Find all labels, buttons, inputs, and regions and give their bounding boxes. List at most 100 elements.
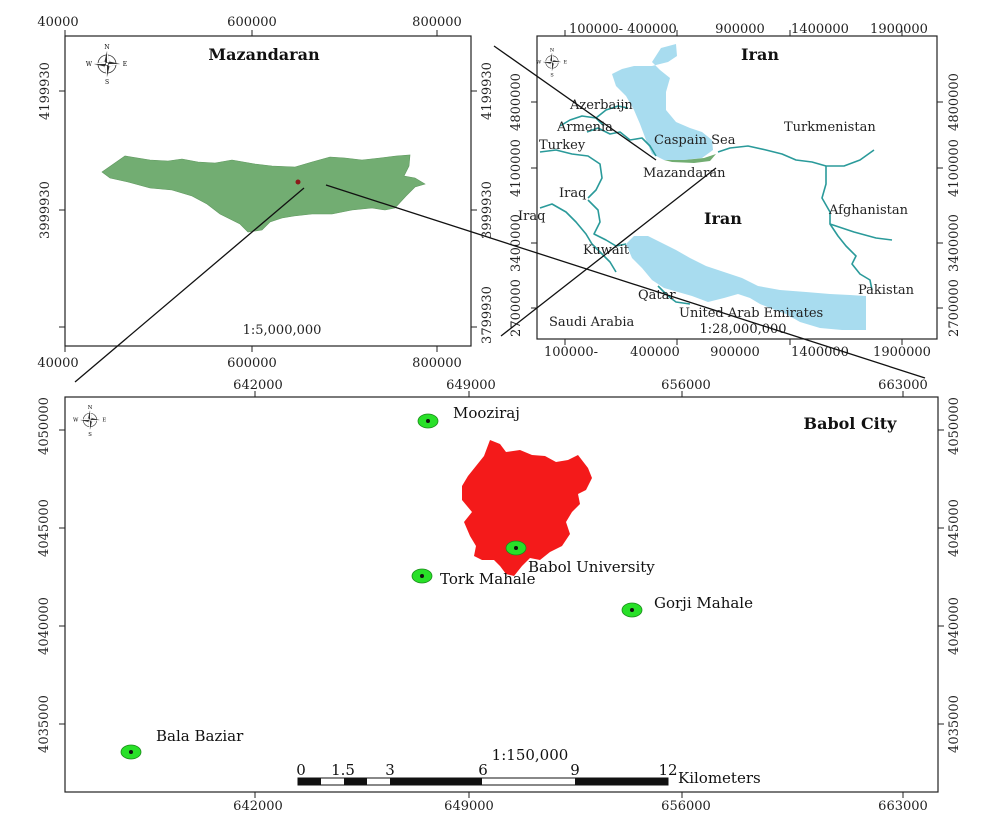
- iran-ytick-right-1: 4800000: [947, 73, 962, 131]
- scalebar-tick-4: 9: [570, 761, 580, 779]
- scale-bar: 1:150,000 0 1.5 3 6 9 12 Kilometers: [296, 746, 760, 787]
- babol-location-dot: [295, 179, 301, 185]
- border-turkey-iraq: [539, 149, 603, 199]
- babol-xtick-top-4: 663000: [878, 378, 928, 393]
- persian-gulf: [626, 236, 866, 330]
- iran-xtick-top-4: 1400000: [791, 22, 849, 37]
- iran-ytick-right-3: 3400000: [947, 214, 962, 272]
- border-armenia: [559, 115, 605, 127]
- connector-babol-right: [325, 184, 926, 379]
- babol-ytick-right-3: 4040000: [947, 597, 962, 655]
- babol-compass-w: W: [73, 418, 79, 424]
- place-babol-university: Babol University: [528, 558, 655, 576]
- border-iraq-syria: [539, 203, 593, 245]
- scalebar-tick-2: 3: [385, 761, 395, 779]
- iran-ytick-left-4: 2700000: [509, 279, 524, 337]
- place-mooziraj: Mooziraj: [453, 404, 520, 422]
- mazandaran-xtick-bottom-2: 600000: [227, 356, 277, 371]
- label-qatar: Qatar: [638, 288, 676, 303]
- label-kuwait: Kuwait: [583, 243, 630, 258]
- label-afghanistan: Afghanistan: [828, 203, 909, 218]
- iran-ytick-right-2: 4100000: [947, 139, 962, 197]
- label-turkmenistan: Turkmenistan: [784, 120, 876, 135]
- border-iran-north-west: [586, 127, 657, 157]
- connector-iran-to-mazandaran: [493, 45, 657, 161]
- iran-title: Iran: [741, 45, 779, 64]
- compass-s: S: [105, 79, 109, 86]
- place-bala-baziar: Bala Baziar: [156, 727, 244, 745]
- mazandaran-panel: 40000 600000 800000 40000 600000 800000 …: [37, 15, 495, 371]
- iran-compass-e: E: [564, 59, 568, 65]
- iran-xtick-top-2: 400000: [627, 22, 677, 37]
- iran-xtick-bottom-5: 1900000: [873, 345, 931, 360]
- border-iran-afghanistan: [821, 166, 873, 291]
- label-uae: United Arab Emirates: [679, 306, 823, 321]
- mazandaran-xtick-bottom-1: 40000: [37, 356, 78, 371]
- iran-mazandaran-highlight: [656, 154, 716, 163]
- label-iran-center: Iran: [704, 209, 742, 228]
- mazandaran-ytick-left-2: 3999930: [38, 181, 53, 239]
- iran-ytick-left-1: 4800000: [509, 73, 524, 131]
- label-armenia: Armenia: [556, 120, 613, 135]
- caspian-sea: [612, 44, 713, 160]
- compass-rose-icon: N S E W: [86, 44, 127, 86]
- babol-panel: 642000 649000 656000 663000 642000 64900…: [37, 378, 962, 814]
- mazandaran-xtick-top-3: 800000: [412, 15, 462, 30]
- iran-xtick-bottom-3: 900000: [710, 345, 760, 360]
- iran-panel: 100000- 400000 900000 1400000 1900000 10…: [509, 22, 962, 360]
- compass-n: N: [104, 44, 109, 51]
- compass-rose-icon: N S E W: [73, 405, 106, 438]
- connector-babol-left: [74, 187, 305, 383]
- label-caspian: Caspain Sea: [654, 133, 736, 148]
- scalebar-tick-1: 1.5: [331, 761, 355, 779]
- mazandaran-xtick-top-1: 40000: [37, 15, 78, 30]
- scalebar-tick-5: 12: [658, 761, 677, 779]
- label-turkey: Turkey: [539, 138, 586, 153]
- mazandaran-ytick-right-1: 4199930: [480, 62, 495, 120]
- iran-compass-w: W: [536, 59, 542, 65]
- iran-xtick-top-1: 100000-: [569, 22, 623, 37]
- green-dot-marker-icon: [505, 540, 527, 556]
- iran-ytick-left-3: 3400000: [509, 214, 524, 272]
- babol-compass-e: E: [102, 418, 106, 424]
- mazandaran-ytick-left-1: 4199930: [38, 62, 53, 120]
- babol-scale: 1:150,000: [492, 746, 569, 764]
- babol-ytick-right-4: 4035000: [947, 695, 962, 753]
- babol-ytick-right-1: 4050000: [947, 397, 962, 455]
- babol-ytick-left-2: 4045000: [37, 499, 52, 557]
- babol-ytick-left-4: 4035000: [37, 695, 52, 753]
- border-afghanistan-pakistan: [829, 223, 893, 241]
- compass-w: W: [86, 61, 93, 68]
- border-arabia: [657, 285, 691, 305]
- iran-xtick-bottom-4: 1400000: [791, 345, 849, 360]
- iran-xtick-top-5: 1900000: [870, 22, 928, 37]
- mazandaran-xtick-top-2: 600000: [227, 15, 277, 30]
- label-saudi: Saudi Arabia: [549, 315, 634, 330]
- iran-xtick-bottom-2: 400000: [630, 345, 680, 360]
- babol-ytick-right-2: 4045000: [947, 499, 962, 557]
- mazandaran-ytick-right-2: 3999930: [480, 181, 495, 239]
- babol-xtick-top-3: 656000: [661, 378, 711, 393]
- label-iraq-inner: Iraq: [559, 186, 586, 201]
- place-gorji-mahale: Gorji Mahale: [654, 594, 753, 612]
- babol-compass-s: S: [88, 432, 92, 438]
- babol-xtick-bottom-3: 656000: [661, 799, 711, 814]
- iran-xtick-top-3: 900000: [715, 22, 765, 37]
- babol-title: Babol City: [804, 414, 898, 433]
- iran-compass-s: S: [550, 73, 553, 79]
- babol-city-area: [462, 440, 592, 576]
- border-kuwait-saudi: [591, 243, 617, 273]
- label-pakistan: Pakistan: [858, 283, 915, 298]
- mazandaran-ytick-right-3: 3799930: [480, 286, 495, 344]
- iran-ytick-right-4: 2700000: [947, 279, 962, 337]
- compass-rose-icon: N S E W: [536, 48, 567, 79]
- iran-ytick-left-2: 4100000: [509, 139, 524, 197]
- green-dot-marker-icon: [417, 413, 439, 429]
- label-mazandaran: Mazandaran: [643, 166, 726, 181]
- label-azerbaijan: Azerbaijn: [569, 98, 633, 113]
- babol-xtick-bottom-4: 663000: [878, 799, 928, 814]
- iran-xtick-bottom-1: 100000-: [544, 345, 598, 360]
- babol-compass-n: N: [88, 405, 93, 411]
- connector-lines: [74, 45, 926, 383]
- green-dot-marker-icon: [411, 568, 433, 584]
